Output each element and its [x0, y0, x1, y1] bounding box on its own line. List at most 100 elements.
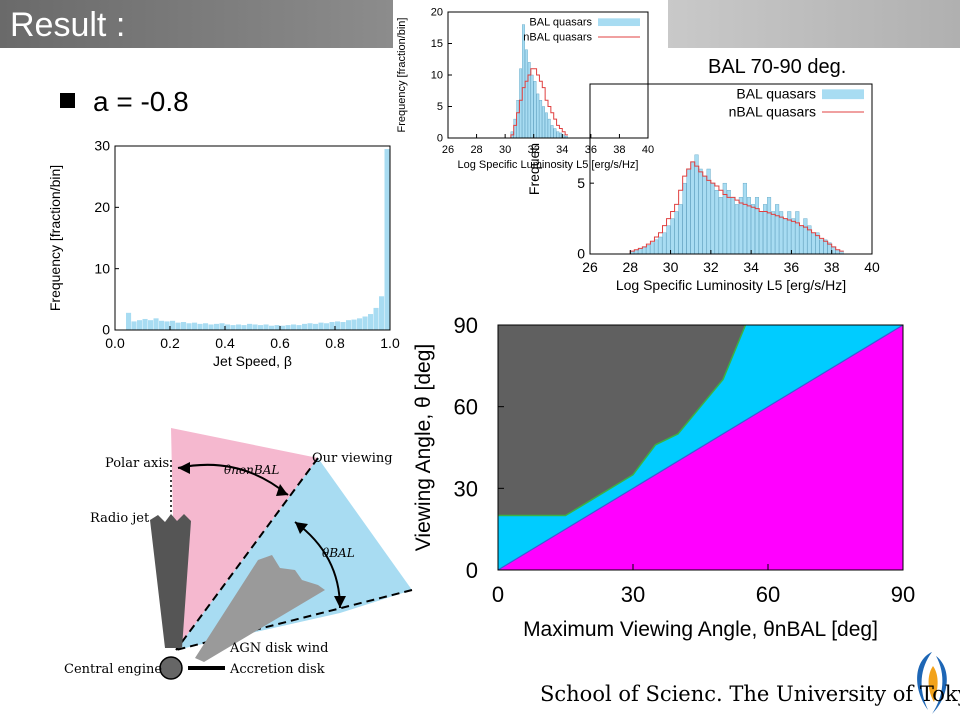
x-tick-label: 60 [756, 582, 780, 607]
x-axis-label: Jet Speed, β [213, 353, 292, 369]
bar [690, 161, 695, 255]
diagonal-line [497, 324, 904, 571]
bar [674, 211, 679, 255]
bal-angle-label: BAL 70-90 deg. [708, 56, 847, 78]
bar [758, 211, 764, 255]
polar-axis-label: Polar axis [105, 456, 169, 471]
bar [362, 316, 368, 330]
y-tick-label: 5 [577, 175, 585, 191]
viewing-boundary-line [175, 457, 319, 651]
agn-disk-wind-label: AGN disk wind [229, 641, 328, 656]
y-tick-label: 20 [431, 7, 443, 19]
bar [742, 182, 747, 255]
bar [307, 323, 313, 330]
legend-entry: BAL quasars [736, 86, 816, 102]
bar [302, 323, 308, 330]
bar [779, 211, 784, 255]
bar [638, 248, 643, 255]
bar [148, 320, 154, 330]
bar [203, 323, 209, 330]
x-tick-label: 0.0 [105, 335, 125, 351]
x-tick-label: 40 [864, 259, 880, 275]
region-boundary-line [498, 324, 747, 517]
y-tick-label: 0 [437, 133, 443, 145]
bar [313, 323, 319, 330]
slide-title: Result : [10, 6, 126, 44]
bar [351, 319, 357, 330]
bar [524, 49, 528, 139]
radio-jet-shape [150, 514, 191, 648]
bar [329, 322, 335, 330]
footer-text: School of Scienc. The University of Toky… [540, 682, 960, 706]
bar [263, 324, 269, 330]
y-tick-label: 0 [102, 322, 110, 338]
bar [556, 131, 560, 139]
bar [714, 190, 719, 255]
arc-arrowhead-right-icon [276, 484, 288, 496]
x-tick-label: 34 [743, 259, 759, 275]
bar [318, 322, 324, 330]
bar [126, 312, 132, 330]
bar [236, 324, 242, 330]
geometry-diagram: Polar axis θnonBAL Our viewing θBAL Radi… [64, 428, 413, 680]
legend-swatch [822, 89, 864, 100]
accretion-disk-label: Accretion disk [229, 662, 325, 677]
bar [285, 325, 291, 330]
y-axis-label: Frequen [526, 143, 542, 195]
y-tick-label: 30 [454, 476, 478, 501]
bar [368, 314, 374, 330]
x-tick-label: 26 [442, 144, 454, 156]
bar [241, 325, 247, 330]
bar [650, 242, 655, 255]
y-tick-label: 0 [466, 558, 478, 583]
bar [831, 246, 836, 255]
bar [642, 246, 647, 255]
central-engine-label: Central engine [64, 662, 162, 677]
y-tick-label: 60 [454, 395, 478, 420]
bar [536, 93, 540, 139]
x-tick-label: 0.6 [270, 335, 290, 351]
bar [357, 318, 363, 330]
bar [252, 324, 258, 330]
title-bar [0, 0, 393, 48]
our-viewing-label: Our viewing [312, 451, 393, 466]
bar [247, 323, 253, 330]
plot-frame [497, 324, 904, 571]
x-tick-label: 40 [642, 144, 654, 156]
bar [170, 320, 176, 330]
bar [542, 106, 545, 139]
y-axis-label: Frequency [fraction/bin] [47, 165, 63, 311]
bar [324, 323, 330, 330]
title-bar-right [668, 0, 960, 48]
bar [197, 323, 203, 330]
bar [175, 322, 181, 330]
x-tick-label: 34 [556, 144, 568, 156]
x-axis-label: Log Specific Luminosity L5 [erg/s/Hz] [458, 159, 639, 171]
viewing-angle-region-plot: 0 30 60 90 0 30 60 90 Maximum Viewing Angle, θnB… [412, 313, 915, 641]
plot-frame [114, 145, 391, 331]
theta-nonbal-arc [177, 463, 289, 496]
theta-nonbal-label: θnonBAL [224, 463, 279, 477]
x-tick-label: 30 [663, 259, 679, 275]
theta-bal-label: θBAL [322, 546, 355, 560]
bar [384, 149, 390, 330]
bar [159, 320, 165, 330]
bar [694, 154, 699, 255]
bar [775, 204, 780, 255]
x-tick-label: 90 [891, 582, 915, 607]
jet-speed-histogram: 0.0 0.2 0.4 0.6 0.8 1.0 0 10 20 30 Jet Speed, β Fre… [47, 138, 400, 369]
bar [225, 324, 231, 330]
bar [811, 232, 816, 255]
bar [291, 324, 297, 330]
x-tick-label: 30 [621, 582, 645, 607]
bar [803, 218, 808, 255]
x-tick-label: 28 [470, 144, 482, 156]
y-tick-label: 0 [577, 246, 585, 262]
bar [335, 321, 341, 330]
x-tick-label: 0 [492, 582, 504, 607]
bar [153, 318, 159, 330]
luminosity-histogram-inset: 26 28 30 32 34 36 38 40 0 5 10 15 20 Log Specific Lum… [396, 7, 654, 171]
bal-arrowhead-bottom-icon [334, 596, 346, 608]
bar [164, 321, 170, 330]
legend-entry: nBAL quasars [523, 32, 592, 44]
